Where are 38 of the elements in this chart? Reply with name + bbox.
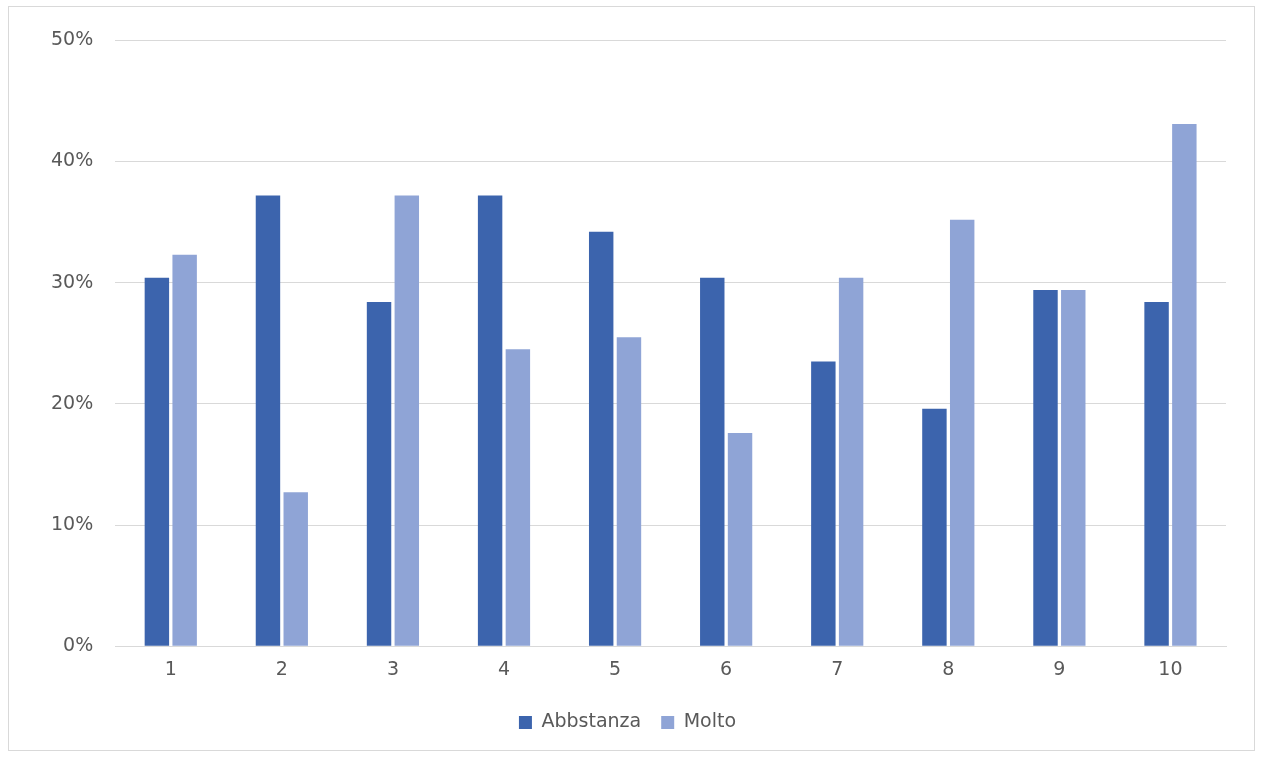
bar bbox=[1172, 124, 1197, 646]
y-tick-label: 30% bbox=[51, 269, 94, 292]
bar bbox=[144, 277, 170, 646]
x-tick-label: 9 bbox=[1053, 656, 1066, 679]
y-tick-label: 0% bbox=[63, 633, 94, 656]
x-tick-label: 3 bbox=[386, 656, 399, 679]
bar bbox=[700, 277, 725, 646]
bar bbox=[616, 337, 642, 646]
y-tick-label: 20% bbox=[51, 390, 94, 413]
x-tick-label: 10 bbox=[1158, 656, 1183, 679]
x-tick-label: 7 bbox=[831, 656, 844, 679]
bar bbox=[283, 492, 308, 646]
bar bbox=[1144, 302, 1169, 646]
bar bbox=[922, 408, 947, 646]
x-tick-label: 2 bbox=[275, 656, 288, 679]
y-tick-label: 40% bbox=[51, 148, 94, 171]
bar bbox=[838, 277, 864, 646]
x-tick-label: 6 bbox=[720, 656, 733, 679]
bar bbox=[727, 432, 753, 646]
legend-label: Abbstanza bbox=[541, 709, 642, 732]
y-tick-label: 50% bbox=[51, 27, 94, 50]
bar bbox=[1033, 289, 1058, 646]
x-tick-label: 1 bbox=[164, 656, 177, 679]
bar bbox=[366, 302, 392, 646]
x-tick-label: 5 bbox=[609, 656, 622, 679]
y-tick-label: 10% bbox=[51, 511, 94, 534]
x-tick-label: 4 bbox=[497, 656, 511, 679]
bar bbox=[588, 231, 614, 646]
bar bbox=[811, 361, 836, 646]
bar bbox=[394, 195, 420, 646]
bar bbox=[1061, 289, 1086, 646]
legend-label: Molto bbox=[683, 709, 737, 732]
bar bbox=[172, 254, 197, 646]
bar bbox=[477, 195, 503, 646]
bar bbox=[949, 219, 975, 646]
bar bbox=[255, 195, 281, 646]
x-tick-label: 8 bbox=[942, 656, 955, 679]
bar bbox=[505, 349, 531, 646]
